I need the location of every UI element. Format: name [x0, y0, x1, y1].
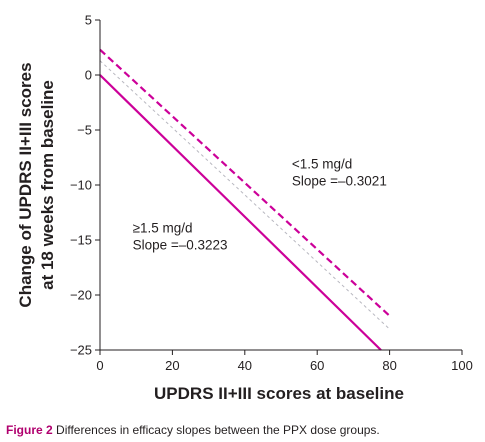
x-tick-label: 20 — [165, 358, 179, 373]
caption-label: Figure 2 — [6, 423, 53, 437]
y-axis-title-line-2: at 18 weeks from baseline — [38, 80, 57, 290]
annotation-slope-label: Slope =–0.3021 — [292, 174, 387, 189]
annotation-group-label: ≥1.5 mg/d — [133, 220, 193, 235]
x-axis-title: UPDRS II+III scores at baseline — [154, 384, 404, 403]
x-tick-label: 0 — [96, 358, 103, 373]
y-tick-label: −10 — [70, 178, 92, 193]
y-tick-label: −5 — [77, 123, 92, 138]
efficacy-slopes-chart: 5 0 −5 −10 −15 −20 −25 0 20 40 60 80 100 <1.5 mg/d S… — [16, 13, 473, 404]
x-tick-label: 60 — [310, 358, 324, 373]
y-axis-ticks: 5 0 −5 −10 −15 −20 −25 — [70, 13, 100, 358]
y-axis-title-line-1: Change of UPDRS II+III scores — [16, 62, 35, 307]
series-lines — [99, 48, 391, 351]
annotation-group-label: <1.5 mg/d — [292, 157, 352, 172]
x-tick-label: 100 — [451, 358, 473, 373]
annotation-slope-label: Slope =–0.3223 — [133, 237, 228, 252]
annotations: <1.5 mg/d Slope =–0.3021 ≥1.5 mg/d Slope =–… — [133, 157, 387, 253]
x-tick-label: 40 — [238, 358, 252, 373]
x-axis-ticks: 0 20 40 60 80 100 — [96, 350, 473, 373]
y-tick-label: 5 — [85, 13, 92, 28]
figure-caption: Figure 2 Differences in efficacy slopes … — [6, 423, 380, 437]
x-tick-label: 80 — [382, 358, 396, 373]
y-tick-label: 0 — [85, 68, 92, 83]
series-line-dotted — [99, 60, 390, 330]
series-line-solid — [99, 74, 382, 351]
caption-text: Differences in efficacy slopes between t… — [52, 423, 380, 437]
y-tick-label: −20 — [70, 288, 92, 303]
y-tick-label: −15 — [70, 233, 92, 248]
y-tick-label: −25 — [70, 343, 92, 358]
